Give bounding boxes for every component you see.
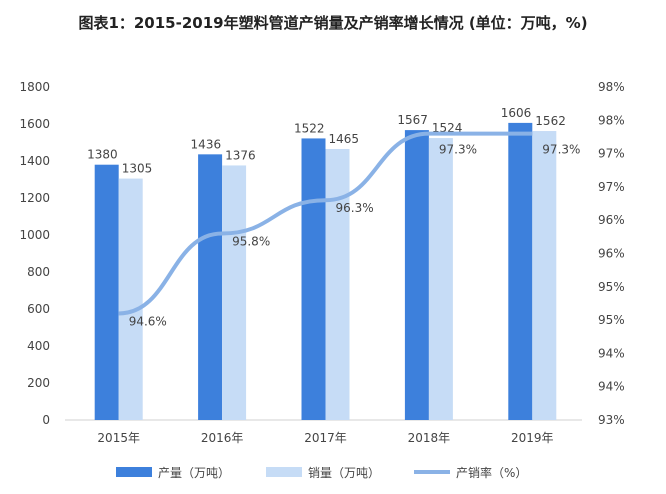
left-tick-label: 1600 xyxy=(19,117,50,131)
right-tick-label: 95% xyxy=(598,313,625,327)
x-tick-label: 2018年 xyxy=(408,431,451,445)
left-tick-label: 1400 xyxy=(19,154,50,168)
left-tick-label: 200 xyxy=(27,376,50,390)
rate-data-label: 94.6% xyxy=(129,314,167,328)
left-tick-label: 1200 xyxy=(19,191,50,205)
bar-data-label: 1524 xyxy=(432,121,463,135)
bar-data-label: 1380 xyxy=(87,148,118,162)
right-tick-label: 95% xyxy=(598,280,625,294)
right-tick-label: 94% xyxy=(598,346,625,360)
right-tick-label: 98% xyxy=(598,113,625,127)
legend-label: 产销率（%） xyxy=(456,465,527,480)
rate-data-label: 97.3% xyxy=(439,143,477,157)
bar-sales xyxy=(428,138,453,420)
x-tick-label: 2016年 xyxy=(201,431,244,445)
bar-data-label: 1562 xyxy=(535,114,566,128)
left-tick-label: 800 xyxy=(27,265,50,279)
left-tick-label: 600 xyxy=(27,302,50,316)
bar-sales xyxy=(118,178,143,420)
bar-production xyxy=(94,164,119,420)
legend-label: 产量（万吨） xyxy=(158,466,230,480)
rate-data-label: 96.3% xyxy=(336,201,374,215)
bar-data-label: 1567 xyxy=(397,113,428,127)
bar-production xyxy=(198,154,223,420)
chart-title: 图表1：2015-2019年塑料管道产销量及产销率增长情况 (单位：万吨，%) xyxy=(78,14,588,32)
bar-data-label: 1436 xyxy=(191,137,222,151)
bar-data-label: 1522 xyxy=(294,121,325,135)
bar-data-label: 1606 xyxy=(501,106,532,120)
rate-data-label: 97.3% xyxy=(542,143,580,157)
legend-label: 销量（万吨） xyxy=(308,466,380,480)
left-tick-label: 0 xyxy=(42,413,50,427)
bar-sales xyxy=(532,131,557,420)
x-tick-label: 2019年 xyxy=(511,431,554,445)
legend-swatch xyxy=(266,467,302,477)
left-tick-label: 1800 xyxy=(19,80,50,94)
bar-production xyxy=(404,130,429,421)
right-tick-label: 94% xyxy=(598,380,625,394)
right-tick-label: 93% xyxy=(598,413,625,427)
bar-data-label: 1376 xyxy=(225,148,256,162)
left-tick-label: 1000 xyxy=(19,228,50,242)
right-tick-label: 97% xyxy=(598,147,625,161)
left-tick-label: 400 xyxy=(27,339,50,353)
legend-swatch xyxy=(116,467,152,477)
bar-data-label: 1465 xyxy=(329,132,360,146)
bar-sales xyxy=(325,148,350,420)
x-tick-label: 2017年 xyxy=(304,431,347,445)
right-tick-label: 98% xyxy=(598,80,625,94)
bar-production xyxy=(508,122,533,420)
right-tick-label: 97% xyxy=(598,180,625,194)
right-tick-label: 96% xyxy=(598,213,625,227)
x-tick-label: 2015年 xyxy=(97,431,140,445)
bar-data-label: 1305 xyxy=(122,162,153,176)
bar-production xyxy=(301,138,326,420)
right-tick-label: 96% xyxy=(598,247,625,261)
rate-data-label: 95.8% xyxy=(232,235,270,249)
bar-sales xyxy=(222,165,247,420)
